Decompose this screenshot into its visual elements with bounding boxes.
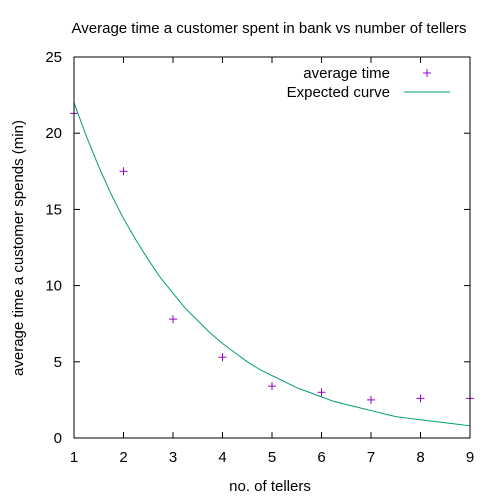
x-axis-label: no. of tellers xyxy=(229,478,311,495)
y-axis-label: average time a customer spends (min) xyxy=(10,120,27,376)
legend: average time Expected curve xyxy=(287,65,450,101)
data-point xyxy=(367,395,375,404)
tick-layer: 1 2 3 4 5 6 7 8 9 0 5 10 15 20 25 xyxy=(45,49,474,466)
y-tick-label: 0 xyxy=(54,430,62,447)
y-tick-label: 15 xyxy=(45,201,62,218)
y-tick-label: 20 xyxy=(45,125,62,142)
y-tick-label: 5 xyxy=(54,354,62,371)
chart-title: Average time a customer spent in bank vs… xyxy=(72,20,467,37)
x-tick-label: 6 xyxy=(317,449,325,466)
data-point xyxy=(317,388,326,397)
data-point xyxy=(416,394,425,403)
x-tick-label: 8 xyxy=(416,449,424,466)
data-point xyxy=(119,167,128,176)
x-tick-label: 9 xyxy=(466,449,474,466)
series-layer xyxy=(70,102,474,427)
y-tick-label: 10 xyxy=(45,278,62,295)
data-point xyxy=(218,353,227,362)
y-tick-label: 25 xyxy=(45,49,62,66)
x-tick-label: 7 xyxy=(367,449,375,466)
x-tick-label: 3 xyxy=(169,449,177,466)
x-tick-label: 1 xyxy=(70,449,78,466)
legend-label: Expected curve xyxy=(287,84,390,101)
x-tick-label: 4 xyxy=(218,449,226,466)
series-line-expected-curve xyxy=(73,102,471,427)
data-point xyxy=(169,315,177,324)
plot-frame xyxy=(73,56,471,439)
legend-label: average time xyxy=(303,65,390,82)
x-tick-label: 2 xyxy=(119,449,127,466)
x-tick-label: 5 xyxy=(268,449,276,466)
data-point xyxy=(268,382,276,391)
legend-swatch-marker xyxy=(423,69,431,77)
